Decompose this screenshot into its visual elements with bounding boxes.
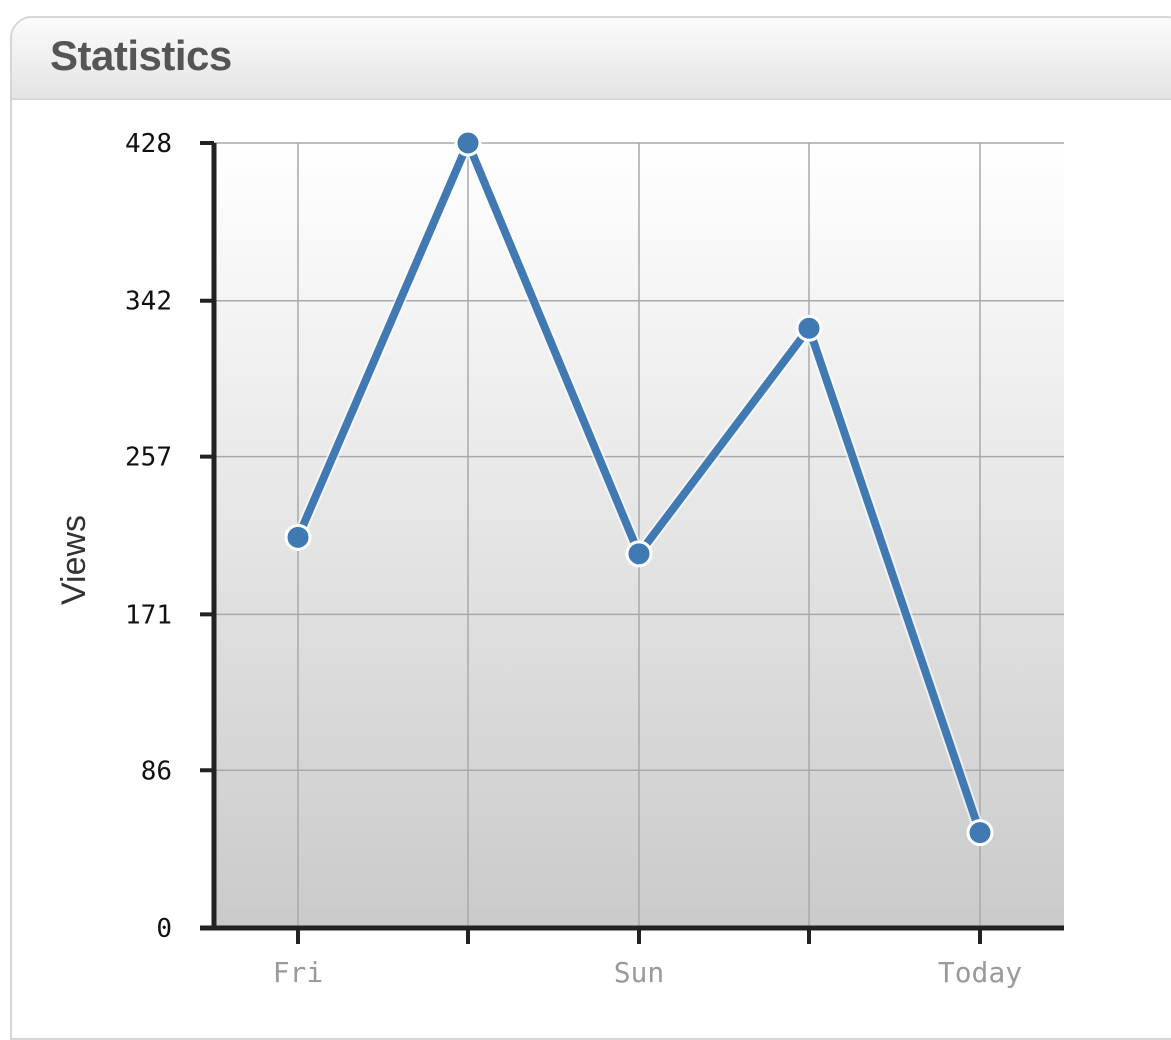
y-tick-label: 171 [125, 600, 172, 630]
data-point [454, 129, 482, 157]
x-tick-labels: Fri Sun Today [273, 956, 1022, 989]
y-axis-label: Views [55, 515, 93, 605]
widget-header: Statistics [12, 18, 1171, 100]
x-tick-label: Fri [273, 956, 324, 989]
y-tick-label: 342 [125, 287, 172, 317]
y-tick-label: 86 [141, 756, 172, 786]
x-tick-label: Sun [614, 956, 665, 989]
axes [200, 141, 1064, 944]
data-point [625, 540, 653, 568]
data-point [284, 523, 312, 551]
x-tick-label: Today [938, 956, 1022, 989]
data-point [795, 314, 823, 342]
data-point [966, 819, 994, 847]
views-series [284, 129, 994, 847]
horizontal-gridlines [214, 142, 1064, 772]
widget-title: Statistics [50, 32, 232, 79]
views-line-chart: 0 86 171 257 342 428 Fri Sun Today Views [55, 129, 1064, 989]
y-tick-labels: 0 86 171 257 342 428 [125, 129, 172, 944]
y-tick-label: 428 [125, 129, 172, 159]
y-tick-label: 0 [156, 914, 172, 944]
y-tick-label: 257 [125, 443, 172, 473]
